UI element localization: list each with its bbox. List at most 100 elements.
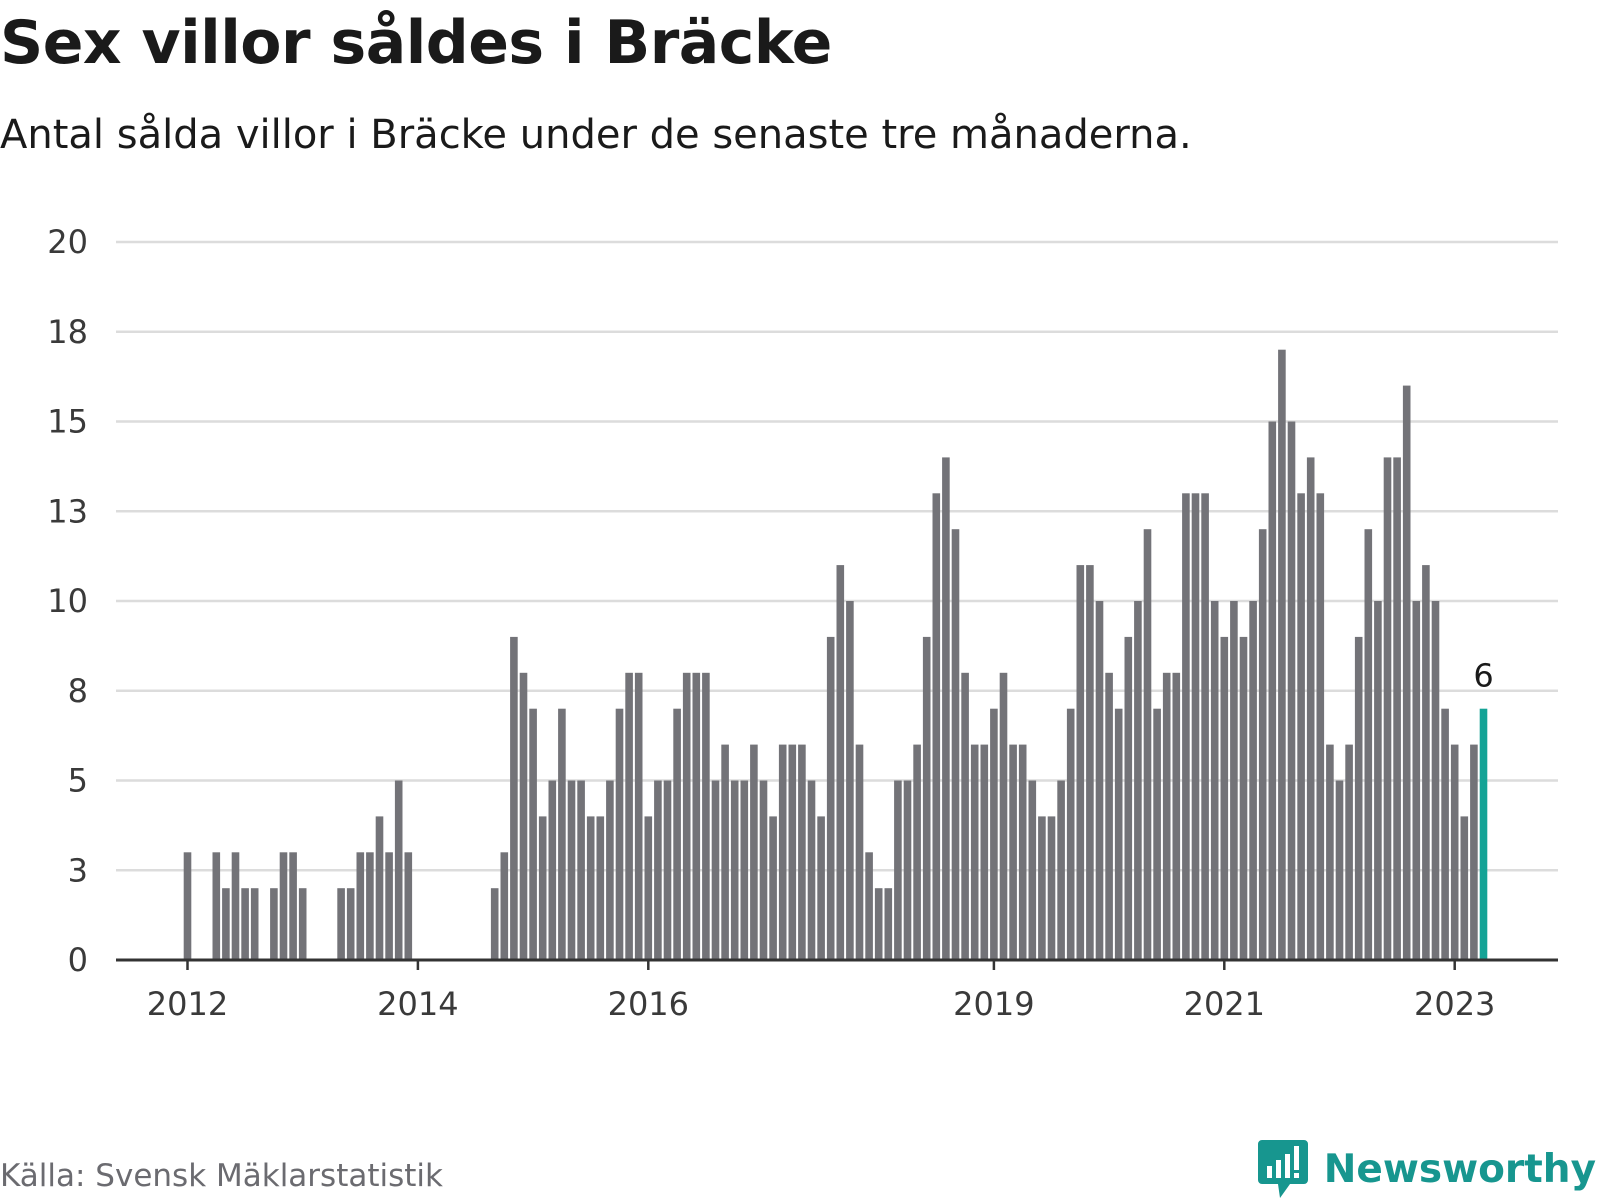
x-tick-label: 2014 bbox=[377, 985, 458, 1023]
bar bbox=[778, 744, 787, 960]
bar bbox=[1162, 672, 1171, 960]
bar bbox=[529, 708, 537, 960]
y-tick-label: 10 bbox=[47, 582, 88, 620]
x-tick-label: 2016 bbox=[608, 985, 689, 1023]
bar bbox=[567, 780, 576, 960]
bar bbox=[951, 529, 960, 960]
bar bbox=[577, 780, 585, 960]
bar bbox=[913, 744, 921, 960]
bar bbox=[1249, 601, 1257, 960]
newsworthy-logo: Newsworthy bbox=[1257, 1140, 1596, 1198]
bar bbox=[721, 744, 729, 960]
bar bbox=[1124, 636, 1133, 960]
bar bbox=[1086, 565, 1094, 960]
bar bbox=[836, 565, 845, 960]
data-labels: 6 bbox=[1473, 657, 1493, 695]
bar bbox=[903, 780, 912, 960]
bar bbox=[1431, 601, 1440, 960]
bar bbox=[1441, 708, 1449, 960]
x-tick-label: 2019 bbox=[953, 985, 1034, 1023]
bar bbox=[1210, 601, 1219, 960]
bar bbox=[1364, 529, 1373, 960]
bar bbox=[1018, 744, 1027, 960]
bar bbox=[1038, 816, 1046, 960]
bar bbox=[279, 852, 288, 960]
bar bbox=[231, 852, 240, 960]
chart-subtitle: Antal sålda villor i Bräcke under de sen… bbox=[0, 112, 1192, 158]
bar bbox=[922, 636, 931, 960]
bar bbox=[769, 816, 777, 960]
bar bbox=[682, 672, 691, 960]
bar bbox=[394, 780, 403, 960]
y-tick-label: 15 bbox=[47, 403, 88, 441]
bar bbox=[1095, 601, 1104, 960]
y-tick-label: 5 bbox=[68, 762, 88, 800]
bar bbox=[270, 888, 278, 960]
bar bbox=[730, 780, 739, 960]
bar bbox=[673, 708, 681, 960]
bar bbox=[1422, 565, 1430, 960]
bar bbox=[663, 780, 672, 960]
bar bbox=[519, 672, 528, 960]
y-tick-label: 20 bbox=[47, 223, 88, 261]
bar bbox=[500, 852, 509, 960]
bar bbox=[1143, 529, 1152, 960]
bar bbox=[1306, 457, 1315, 960]
bar bbox=[212, 852, 221, 960]
bar bbox=[846, 601, 854, 960]
bar bbox=[711, 780, 720, 960]
bar-latest bbox=[1479, 708, 1488, 960]
bar bbox=[1335, 780, 1344, 960]
bar bbox=[740, 780, 749, 960]
bar bbox=[183, 852, 192, 960]
bar bbox=[1470, 744, 1478, 960]
x-axis-ticks: 2012 2014 2016 2019 2021 2023 bbox=[147, 960, 1495, 1023]
bar bbox=[1239, 636, 1248, 960]
y-tick-label: 3 bbox=[68, 851, 88, 889]
bar bbox=[298, 888, 307, 960]
bar bbox=[999, 672, 1008, 960]
bar bbox=[1230, 601, 1238, 960]
bar bbox=[596, 816, 605, 960]
bar bbox=[884, 888, 893, 960]
x-tick-label: 2021 bbox=[1184, 985, 1265, 1023]
bar bbox=[932, 493, 941, 960]
bar bbox=[1076, 565, 1085, 960]
bar bbox=[1201, 493, 1209, 960]
bar bbox=[1316, 493, 1325, 960]
bar bbox=[759, 780, 768, 960]
bar bbox=[807, 780, 816, 960]
x-tick-label: 2012 bbox=[147, 985, 228, 1023]
bar bbox=[894, 780, 902, 960]
source-note: Källa: Svensk Mäklarstatistik bbox=[0, 1158, 443, 1194]
bar bbox=[798, 744, 806, 960]
bar bbox=[586, 816, 595, 960]
bar bbox=[250, 888, 259, 960]
bar bbox=[942, 457, 950, 960]
bar bbox=[1345, 744, 1353, 960]
bar bbox=[826, 636, 835, 960]
bar bbox=[1374, 601, 1382, 960]
bar bbox=[222, 888, 230, 960]
y-axis-labels: 0 3 5 8 10 13 15 18 20 bbox=[47, 223, 88, 979]
bar bbox=[634, 672, 643, 960]
bar bbox=[1191, 493, 1200, 960]
bar bbox=[366, 852, 374, 960]
brand-name: Newsworthy bbox=[1323, 1146, 1596, 1192]
bar bbox=[644, 816, 653, 960]
bar bbox=[1326, 744, 1334, 960]
bar bbox=[625, 672, 633, 960]
bar bbox=[538, 816, 547, 960]
bar bbox=[1354, 636, 1363, 960]
bar bbox=[855, 744, 864, 960]
bar bbox=[1278, 349, 1286, 960]
y-tick-label: 18 bbox=[47, 313, 88, 351]
bar bbox=[1412, 601, 1421, 960]
bar bbox=[654, 780, 662, 960]
bar bbox=[548, 780, 557, 960]
bar bbox=[788, 744, 797, 960]
bar bbox=[1297, 493, 1305, 960]
data-label-latest: 6 bbox=[1473, 657, 1493, 695]
bar bbox=[558, 708, 566, 960]
